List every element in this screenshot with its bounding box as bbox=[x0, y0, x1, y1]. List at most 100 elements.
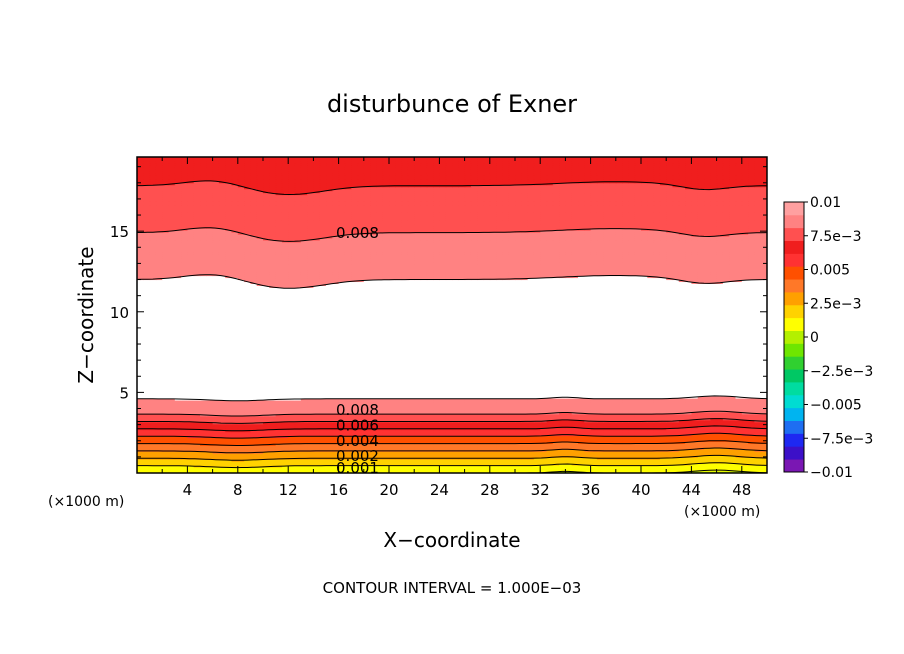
contour-cell bbox=[294, 419, 302, 423]
contour-cell bbox=[237, 427, 245, 431]
contour-cell bbox=[319, 441, 327, 444]
contour-cell bbox=[760, 441, 767, 444]
contour-cell bbox=[407, 443, 415, 446]
contour-cell bbox=[395, 471, 403, 473]
contour-cell bbox=[571, 453, 579, 456]
contour-cell bbox=[659, 465, 667, 468]
contour-cell bbox=[439, 459, 447, 462]
contour-cell bbox=[269, 427, 277, 431]
contour-cell bbox=[200, 441, 207, 444]
contour-cell bbox=[206, 427, 214, 431]
contour-cell bbox=[351, 459, 359, 462]
contour-cell bbox=[332, 421, 340, 425]
contour-cell bbox=[483, 431, 491, 435]
contour-cell bbox=[370, 469, 377, 472]
contour-cell bbox=[603, 461, 611, 464]
contour-cell bbox=[452, 453, 459, 456]
contour-cell bbox=[590, 461, 598, 464]
contour-cell bbox=[256, 431, 264, 435]
contour-cell bbox=[653, 463, 661, 466]
contour-cell bbox=[319, 433, 327, 437]
contour-cell bbox=[206, 437, 214, 441]
contour-cell bbox=[401, 455, 409, 458]
contour-cell bbox=[382, 431, 390, 435]
contour-cell bbox=[155, 465, 163, 468]
contour-cell bbox=[659, 439, 667, 443]
contour-cell bbox=[263, 463, 270, 466]
contour-cell bbox=[263, 437, 270, 441]
contour-cell bbox=[546, 465, 554, 468]
contour-cell bbox=[697, 445, 705, 448]
contour-cell bbox=[212, 455, 220, 458]
contour-cell bbox=[641, 437, 648, 441]
contour-cell bbox=[515, 423, 522, 427]
contour-cell bbox=[584, 459, 592, 462]
contour-cell bbox=[533, 425, 541, 429]
contour-cell bbox=[143, 469, 151, 472]
contour-cell bbox=[748, 469, 755, 472]
contour-cell bbox=[206, 459, 214, 462]
contour-cell bbox=[672, 437, 680, 441]
contour-cell bbox=[363, 425, 371, 429]
contour-cell bbox=[326, 431, 333, 435]
contour-cell bbox=[540, 421, 548, 425]
contour-cell bbox=[143, 465, 151, 468]
contour-cell bbox=[326, 423, 333, 427]
contour-cell bbox=[225, 441, 233, 444]
contour-cell bbox=[748, 433, 755, 437]
contour-cell bbox=[389, 443, 396, 446]
contour-cell bbox=[326, 417, 333, 421]
contour-cell bbox=[748, 449, 755, 452]
contour-cell bbox=[596, 447, 604, 450]
contour-cell bbox=[634, 423, 642, 427]
contour-cell bbox=[760, 443, 767, 446]
contour-cell bbox=[244, 427, 251, 431]
contour-cell bbox=[281, 463, 289, 466]
contour-cell bbox=[489, 441, 497, 444]
contour-cell bbox=[319, 447, 327, 450]
contour-cell bbox=[722, 455, 730, 458]
contour-cell bbox=[370, 459, 377, 462]
contour-cell bbox=[546, 437, 554, 441]
contour-cell bbox=[584, 451, 592, 454]
contour-cell bbox=[174, 447, 182, 450]
contour-cell bbox=[420, 429, 428, 433]
contour-cell bbox=[137, 435, 144, 439]
contour-cell bbox=[256, 433, 264, 437]
contour-cell bbox=[200, 451, 207, 454]
contour-cell bbox=[250, 437, 258, 441]
contour-cell bbox=[483, 441, 491, 444]
contour-cell bbox=[716, 463, 724, 466]
contour-cell bbox=[489, 455, 497, 458]
contour-cell bbox=[300, 447, 308, 450]
contour-cell bbox=[281, 469, 289, 472]
contour-cell bbox=[143, 421, 151, 425]
contour-cell bbox=[351, 455, 359, 458]
contour-cell bbox=[263, 471, 270, 473]
contour-cell bbox=[174, 433, 182, 437]
contour-cell bbox=[433, 441, 440, 444]
contour-cell bbox=[414, 425, 422, 429]
contour-cell bbox=[559, 443, 566, 446]
contour-cell bbox=[634, 429, 642, 433]
contour-cell bbox=[376, 421, 384, 425]
contour-cell bbox=[351, 447, 359, 450]
contour-cell bbox=[212, 439, 220, 443]
contour-cell bbox=[678, 453, 686, 456]
contour-cell bbox=[678, 435, 686, 439]
contour-cell bbox=[231, 453, 239, 456]
contour-cell bbox=[458, 465, 466, 468]
contour-cell bbox=[609, 423, 617, 427]
contour-cell bbox=[426, 423, 434, 427]
contour-cell bbox=[326, 455, 333, 458]
contour-cell bbox=[420, 435, 428, 439]
contour-cell bbox=[590, 451, 598, 454]
contour-cell bbox=[641, 453, 648, 456]
contour-cell bbox=[647, 443, 655, 446]
contour-cell bbox=[420, 453, 428, 456]
contour-cell bbox=[546, 467, 554, 470]
contour-cell bbox=[716, 467, 724, 470]
contour-cell bbox=[426, 425, 434, 429]
contour-cell bbox=[338, 441, 346, 444]
contour-cell bbox=[256, 463, 264, 466]
